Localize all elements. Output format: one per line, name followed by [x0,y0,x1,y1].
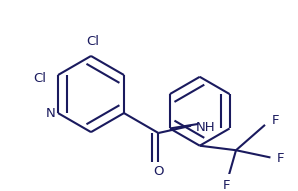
Text: N: N [46,108,56,121]
Text: Cl: Cl [33,72,46,85]
Text: F: F [222,179,230,191]
Text: NH: NH [196,121,215,134]
Text: F: F [272,114,280,127]
Text: O: O [153,165,164,178]
Text: F: F [277,152,284,165]
Text: Cl: Cl [86,35,99,48]
